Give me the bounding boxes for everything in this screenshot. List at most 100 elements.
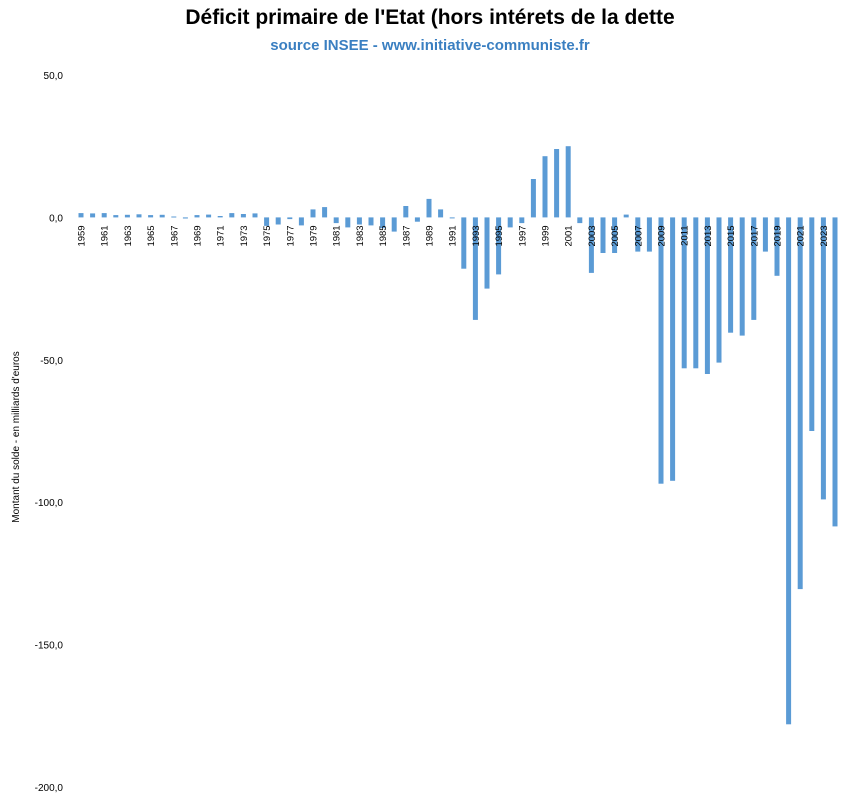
- bars-group: [78, 146, 838, 725]
- x-tick-label: 2023: [819, 225, 830, 246]
- x-tick-label: 1961: [100, 225, 111, 246]
- bar-1968: [182, 217, 188, 219]
- y-tick-label: -50,0: [40, 356, 63, 367]
- y-tick-label: 0,0: [49, 213, 63, 224]
- bar-1970: [206, 214, 212, 218]
- x-tick-label: 2009: [657, 225, 668, 246]
- chart-subtitle: source INSEE - www.initiative-communiste…: [270, 37, 590, 54]
- x-tick-label: 2005: [610, 225, 621, 246]
- x-tick-label: 2021: [796, 225, 807, 246]
- y-tick-label: 50,0: [44, 71, 64, 82]
- bar-1992: [461, 217, 467, 269]
- x-tick-label: 1967: [169, 225, 180, 246]
- bar-2003: [588, 217, 594, 273]
- bar-2023: [820, 217, 826, 500]
- bar-1987: [403, 206, 409, 218]
- bar-1979: [310, 209, 316, 218]
- bar-2007: [635, 217, 641, 252]
- x-tick-label: 2011: [680, 225, 691, 245]
- x-axis-ticks: 1959 1961 1963 1965 1967 1969 1971 1973 1975 1977…: [77, 225, 830, 246]
- bar-2012: [693, 217, 699, 369]
- bar-2006: [623, 214, 629, 218]
- bar-1975: [264, 217, 270, 226]
- bar-1977: [287, 217, 293, 220]
- bar-2021: [797, 217, 803, 590]
- x-tick-label: 1987: [401, 225, 412, 246]
- bar-1990: [438, 209, 444, 218]
- y-tick-label: -100,0: [35, 498, 64, 509]
- bar-1996: [507, 217, 513, 228]
- bar-1997: [519, 217, 525, 224]
- bar-2009: [658, 217, 664, 484]
- x-tick-label: 1983: [355, 225, 366, 246]
- bar-1981: [333, 217, 339, 224]
- bar-1978: [298, 217, 304, 226]
- bar-1991: [449, 217, 455, 219]
- bar-2008: [646, 217, 652, 252]
- x-tick-label: 1985: [378, 225, 389, 246]
- bar-2015: [728, 217, 734, 333]
- bar-1986: [391, 217, 397, 232]
- bar-1993: [472, 217, 478, 320]
- bar-2017: [751, 217, 757, 320]
- x-tick-label: 1971: [216, 225, 227, 246]
- bar-1963: [124, 214, 130, 218]
- bar-2005: [612, 217, 618, 253]
- bar-2022: [809, 217, 815, 431]
- y-tick-label: -200,0: [35, 783, 64, 794]
- bar-1988: [414, 217, 420, 222]
- bar-1983: [356, 217, 362, 225]
- bar-1972: [229, 213, 235, 218]
- bar-1962: [113, 215, 119, 218]
- bar-1976: [275, 217, 281, 225]
- bar-1974: [252, 213, 258, 218]
- x-tick-label: 1959: [77, 225, 88, 246]
- bar-1965: [148, 215, 154, 218]
- bar-1980: [322, 207, 328, 218]
- x-tick-label: 2019: [773, 225, 784, 246]
- bar-2018: [762, 217, 768, 252]
- bar-2024: [832, 217, 838, 527]
- y-axis-label: Montant du solde - en milliards d'euros: [11, 351, 22, 522]
- x-tick-label: 1989: [425, 225, 436, 246]
- bar-1971: [217, 216, 223, 218]
- bar-1989: [426, 198, 432, 218]
- bar-1982: [345, 217, 351, 228]
- x-tick-label: 2017: [749, 225, 760, 246]
- x-tick-label: 1999: [541, 225, 552, 246]
- bar-1999: [542, 156, 548, 218]
- x-tick-label: 1991: [448, 225, 459, 246]
- bar-1967: [171, 216, 177, 218]
- x-tick-label: 1969: [193, 225, 204, 246]
- x-tick-label: 1963: [123, 225, 134, 246]
- x-tick-label: 1973: [239, 225, 250, 246]
- bar-2020: [786, 217, 792, 725]
- bar-1995: [496, 217, 502, 275]
- bar-1959: [78, 213, 84, 218]
- bar-1973: [240, 214, 246, 218]
- bar-2019: [774, 217, 780, 276]
- bar-2002: [577, 217, 583, 224]
- y-tick-label: -150,0: [35, 641, 64, 652]
- bar-2011: [681, 217, 687, 369]
- bar-1964: [136, 214, 142, 218]
- bar-1985: [380, 217, 386, 229]
- chart-title: Déficit primaire de l'Etat (hors intéret…: [185, 6, 675, 29]
- bar-1984: [368, 217, 374, 226]
- x-tick-label: 2003: [587, 225, 598, 246]
- x-tick-label: 1981: [332, 225, 343, 246]
- x-tick-label: 1965: [146, 225, 157, 246]
- bar-2000: [554, 149, 560, 218]
- bar-1961: [101, 213, 107, 218]
- bar-1969: [194, 215, 200, 218]
- bar-1966: [159, 214, 165, 218]
- y-axis-ticks: 50,0 0,0 -50,0 -100,0 -150,0 -200,0: [35, 71, 64, 794]
- x-tick-label: 2015: [726, 225, 737, 246]
- bar-1998: [530, 179, 536, 218]
- x-tick-label: 1979: [309, 225, 320, 246]
- bar-1960: [90, 213, 96, 218]
- bar-1994: [484, 217, 490, 289]
- x-tick-label: 1993: [471, 225, 482, 246]
- bar-2016: [739, 217, 745, 336]
- bar-2013: [704, 217, 710, 374]
